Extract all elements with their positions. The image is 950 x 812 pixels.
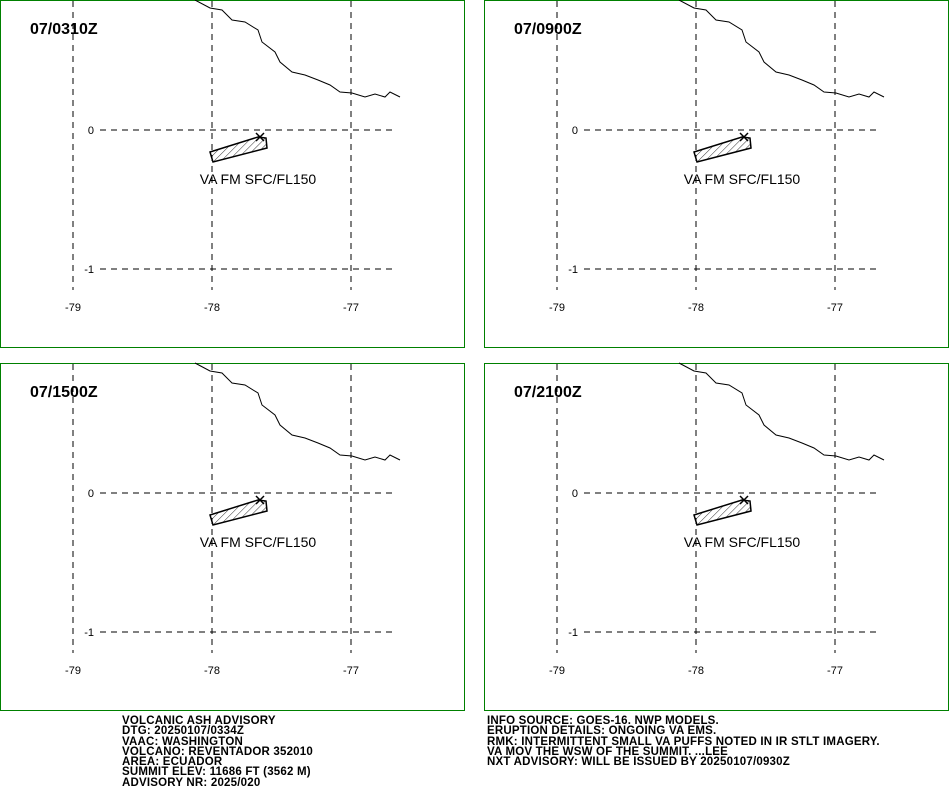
lon-label: -77: [827, 302, 843, 314]
volcano-marker: [255, 132, 265, 142]
coastline: [678, 0, 885, 98]
time-label: 07/0900Z: [514, 21, 582, 38]
advisory-line: INFO SOURCE: GOES-16. NWP MODELS.: [487, 715, 719, 727]
advisory-line: SUMMIT ELEV: 11686 FT (3562 M): [122, 766, 311, 779]
lon-label: -78: [204, 665, 220, 677]
advisory-line: RMK: INTERMITTENT SMALL VA PUFFS NOTED I…: [487, 735, 880, 748]
ash-label: VA FM SFC/FL150: [684, 171, 801, 187]
lat-label: 0: [88, 488, 94, 500]
lat-label: 0: [572, 125, 578, 137]
time-label: 07/0310Z: [30, 21, 98, 38]
advisory-line: ADVISORY NR: 2025/020: [122, 776, 261, 789]
lon-label: -79: [549, 302, 565, 314]
advisory-line: VAAC: WASHINGTON: [122, 735, 243, 748]
ash-label: VA FM SFC/FL150: [684, 534, 801, 550]
volcano-marker: [739, 495, 749, 505]
lon-label: -79: [65, 665, 81, 677]
time-label: 07/2100Z: [514, 384, 582, 401]
panel-border: [484, 363, 949, 711]
volcano-marker: [255, 495, 265, 505]
advisory-line: VOLCANIC ASH ADVISORY: [122, 715, 276, 727]
lon-label: -77: [827, 665, 843, 677]
advisory-left: VOLCANIC ASH ADVISORY DTG: 20250107/0334Z…: [122, 715, 313, 789]
map-panel: -79 -78 -77 0 -1 07/1500Z VA FM SFC/FL150: [0, 362, 465, 711]
lat-label: -1: [84, 264, 94, 276]
lon-label: -77: [343, 665, 359, 677]
ash-label: VA FM SFC/FL150: [200, 171, 317, 187]
lon-label: -79: [65, 302, 81, 314]
lat-label: -1: [568, 627, 578, 639]
lon-label: -78: [204, 302, 220, 314]
panel-border: [0, 363, 465, 711]
lat-label: -1: [568, 264, 578, 276]
advisory-line: AREA: ECUADOR: [122, 756, 223, 769]
lat-label: 0: [88, 125, 94, 137]
ash-area: [209, 499, 268, 526]
panel-border: [484, 0, 949, 348]
advisory-line: VOLCANO: REVENTADOR 352010: [122, 745, 313, 758]
map-panel: -79 -78 -77 0 -1 07/0900Z VA FM SFC/FL150: [484, 0, 949, 348]
ash-area: [693, 136, 752, 163]
advisory-line: NXT ADVISORY: WILL BE ISSUED BY 20250107…: [487, 756, 790, 769]
ash-area: [693, 499, 752, 526]
advisory-line: ERUPTION DETAILS: ONGOING VA EMS.: [487, 725, 717, 738]
lon-label: -77: [343, 302, 359, 314]
coastline: [678, 362, 885, 461]
advisory-right: INFO SOURCE: GOES-16. NWP MODELS. ERUPTIO…: [487, 715, 880, 769]
volcano-marker: [739, 132, 749, 142]
ash-label: VA FM SFC/FL150: [200, 534, 317, 550]
lat-label: 0: [572, 488, 578, 500]
coastline: [194, 0, 401, 98]
lon-label: -79: [549, 665, 565, 677]
panel-border: [0, 0, 465, 348]
lat-label: -1: [84, 627, 94, 639]
coastline: [194, 362, 401, 461]
lon-label: -78: [688, 302, 704, 314]
advisory-line: DTG: 20250107/0334Z: [122, 725, 245, 738]
map-panel: -79 -78 -77 0 -1 07/2100Z VA FM SFC/FL150: [484, 362, 949, 711]
advisory-line: VA MOV THE WSW OF THE SUMMIT. ...LEE: [487, 745, 729, 758]
lon-label: -78: [688, 665, 704, 677]
map-panel: -79 -78 -77 0 -1 07/0310Z VA FM SFC/FL150: [0, 0, 465, 348]
time-label: 07/1500Z: [30, 384, 98, 401]
ash-area: [209, 136, 268, 163]
